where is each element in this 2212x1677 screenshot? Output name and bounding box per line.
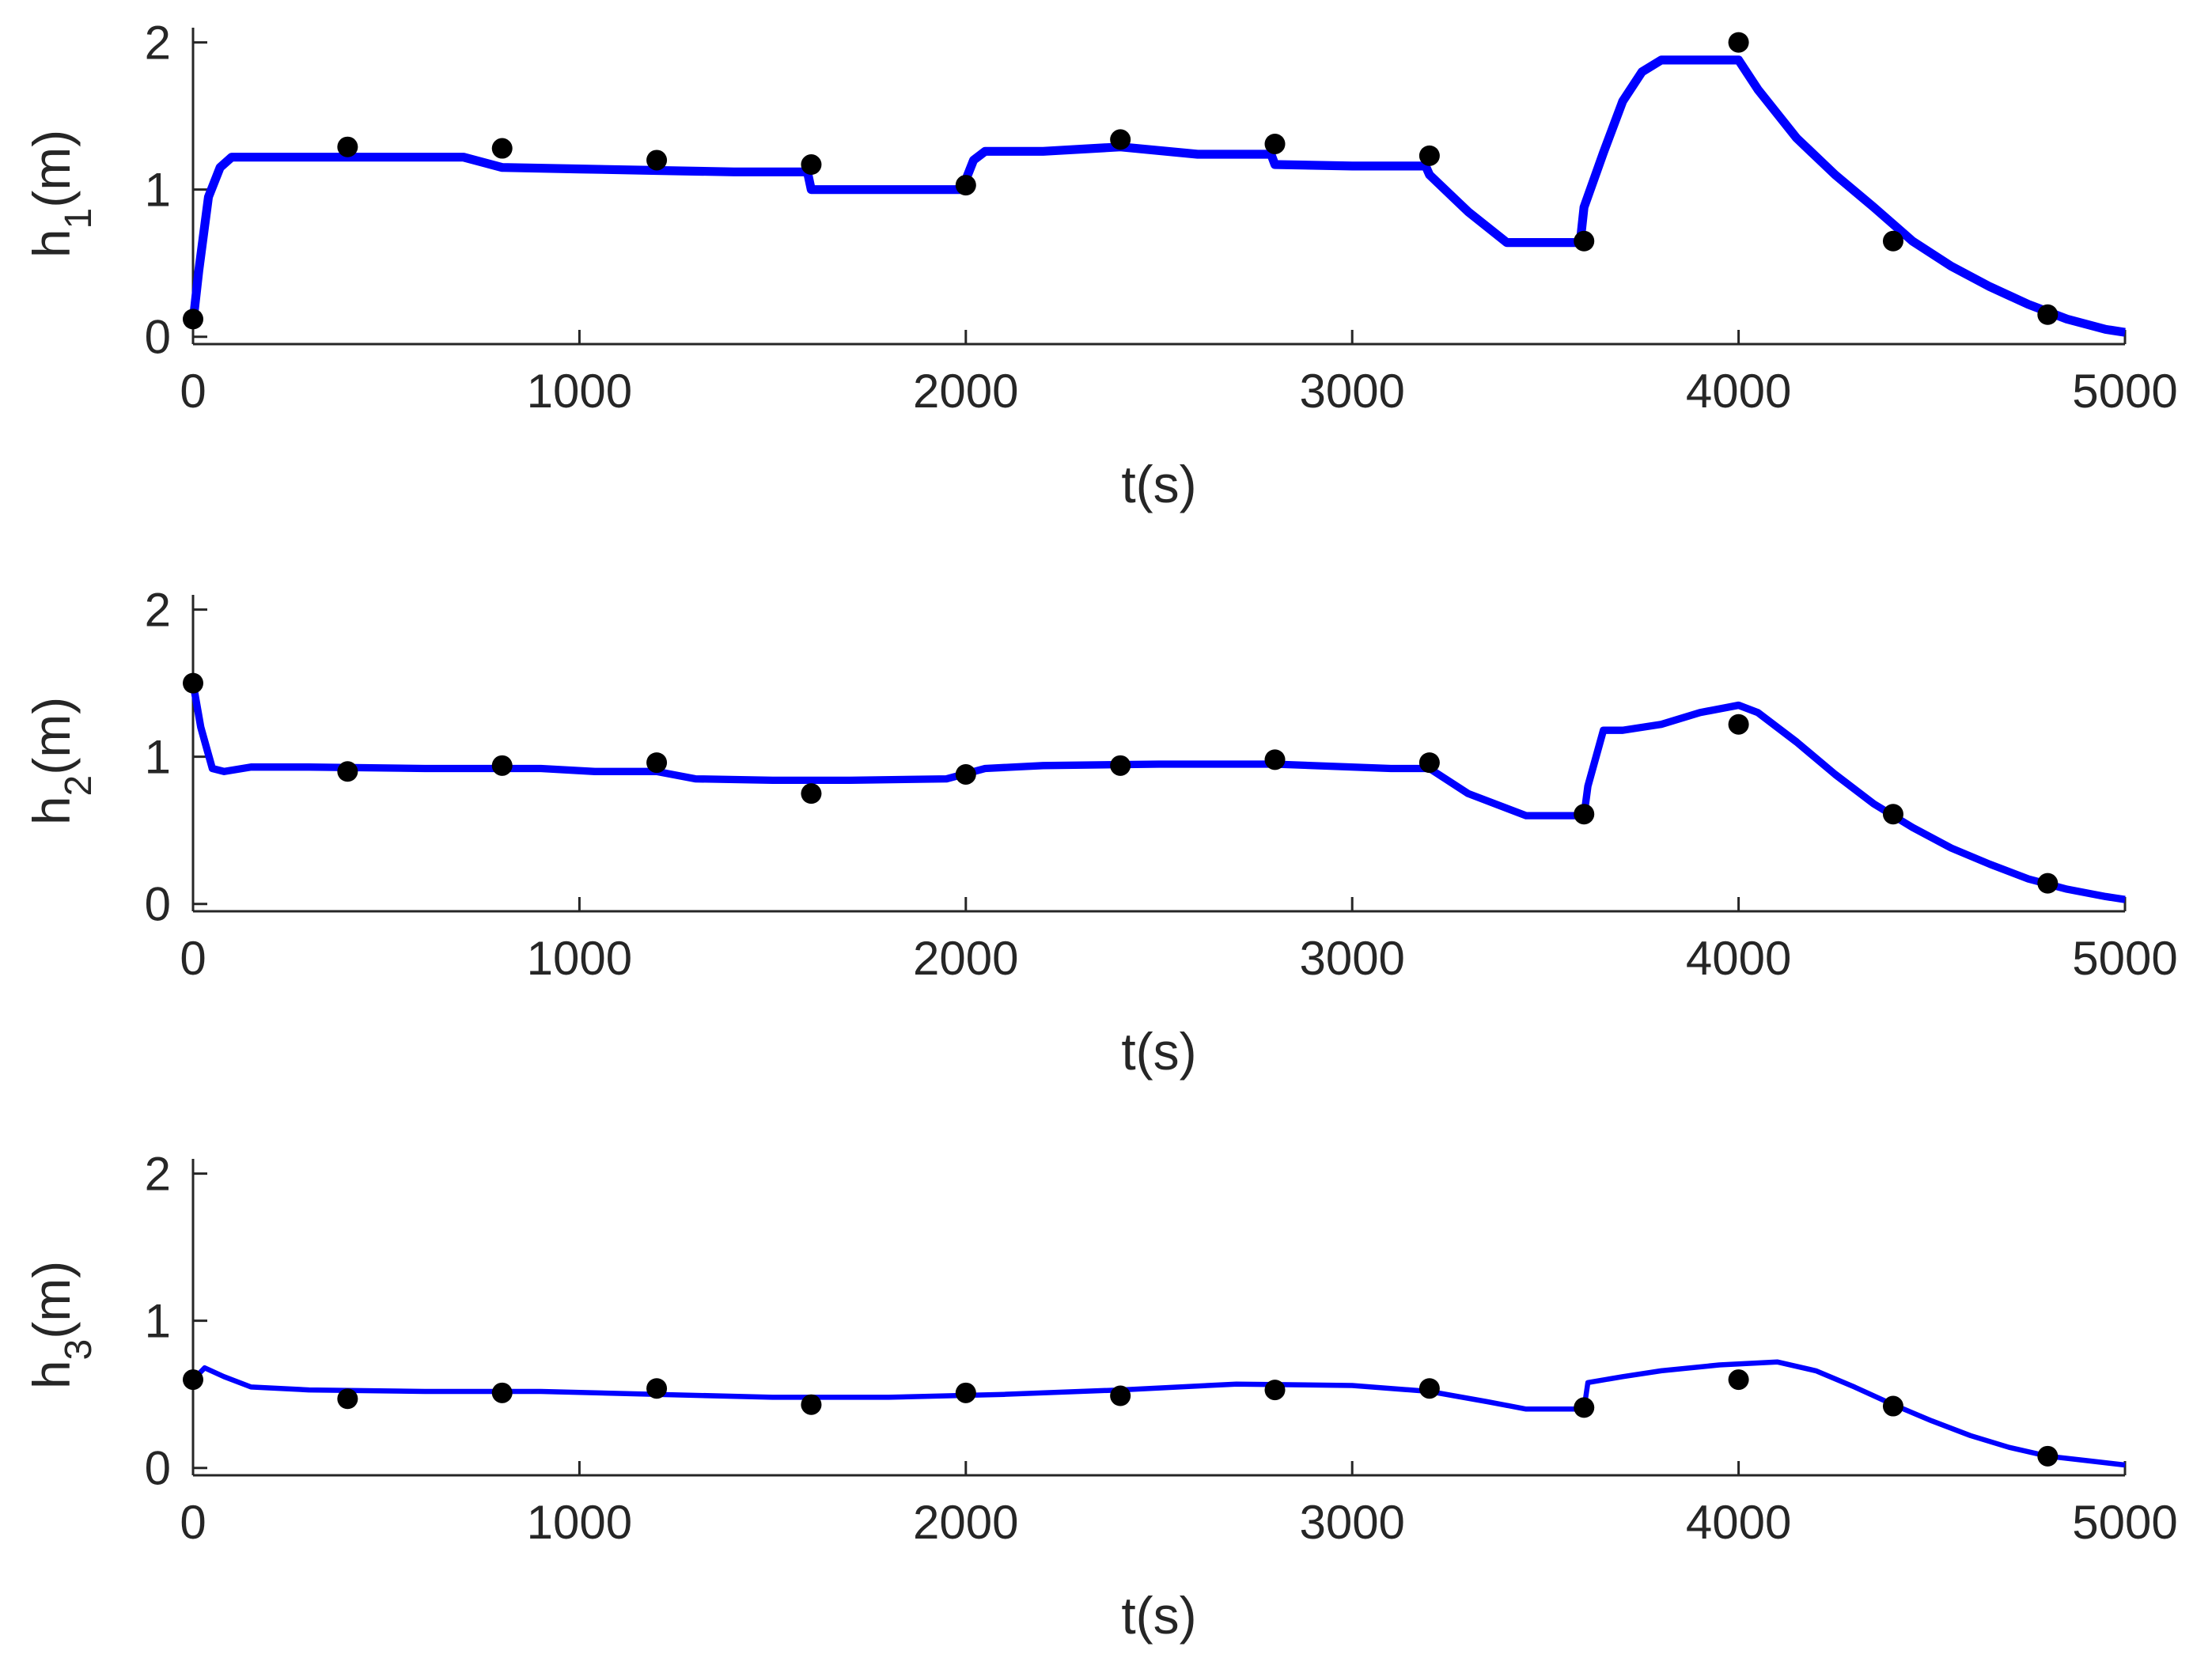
- x-tick-label: 1000: [527, 932, 632, 985]
- x-tick-label: 3000: [1299, 932, 1404, 985]
- series-marker-point: [2037, 304, 2059, 325]
- x-axis-label: t(s): [1121, 1022, 1196, 1081]
- series-marker-point: [1110, 129, 1131, 150]
- series-marker-point: [1728, 32, 1749, 53]
- series-marker-point: [801, 783, 822, 804]
- y-axis-label-unit: (m): [22, 130, 81, 208]
- series-marker-point: [1882, 230, 1903, 252]
- series-marker-point: [1882, 804, 1903, 825]
- series-marker-point: [491, 138, 513, 159]
- series-marker-point: [801, 154, 822, 176]
- x-tick-label: 1000: [527, 365, 632, 418]
- series-marker-point: [491, 755, 513, 776]
- series-marker-point: [491, 1382, 513, 1403]
- x-tick-label: 0: [180, 932, 206, 985]
- y-tick-label: 0: [145, 1442, 171, 1495]
- series-marker-point: [183, 309, 203, 330]
- series-marker-point: [1264, 749, 1286, 770]
- x-tick-label: 1000: [527, 1496, 632, 1549]
- series-line-simulated: [191, 1359, 2126, 1468]
- series-marker-point: [2037, 1445, 2059, 1467]
- series-marker-point: [955, 1382, 976, 1403]
- y-axis-label: h2(m): [22, 697, 100, 825]
- y-tick-label: 1: [145, 1295, 171, 1348]
- y-tick-label: 2: [145, 584, 171, 637]
- chart-panel-3: 0 1000 2000 3000 4000 5000 0 1 2 t(s) h3(m): [22, 1148, 2178, 1645]
- series-marker-point: [955, 175, 976, 196]
- x-axis-label: t(s): [1121, 455, 1196, 513]
- series-marker-point: [1574, 230, 1595, 252]
- series-marker-point: [801, 1394, 822, 1415]
- y-tick-label: 2: [145, 1148, 171, 1201]
- series-marker-point: [1110, 755, 1131, 776]
- x-tick-label: 3000: [1299, 365, 1404, 418]
- x-tick-label: 3000: [1299, 1496, 1404, 1549]
- y-axis-label: h1(m): [22, 130, 100, 258]
- x-tick-label: 4000: [1686, 365, 1791, 418]
- y-axis-label-unit: (m): [22, 1261, 81, 1339]
- y-tick-label: 0: [145, 311, 171, 364]
- y-tick-label: 2: [145, 17, 171, 70]
- series-marker-point: [183, 1369, 203, 1391]
- series-marker-point: [646, 150, 668, 171]
- series-marker-point: [337, 136, 358, 157]
- y-axis-label-base: h: [22, 796, 81, 825]
- x-tick-label: 4000: [1686, 932, 1791, 985]
- y-axis-label-subscript: 2: [58, 775, 100, 797]
- y-tick-label: 0: [145, 878, 171, 931]
- x-axis-label: t(s): [1121, 1586, 1196, 1645]
- series-marker-point: [337, 1388, 358, 1410]
- series-marker-point: [2037, 873, 2059, 894]
- series-marker-point: [646, 1378, 668, 1399]
- series-marker-point: [1264, 133, 1286, 154]
- y-axis-label-base: h: [22, 1360, 81, 1389]
- series-marker-point: [1728, 1369, 1749, 1391]
- x-tick-label: 2000: [913, 932, 1018, 985]
- series-marker-point: [183, 672, 203, 694]
- series-marker-point: [1418, 145, 1440, 166]
- series-marker-point: [337, 761, 358, 782]
- series-marker-point: [1264, 1380, 1286, 1401]
- y-axis-label-subscript: 1: [58, 208, 100, 229]
- series-marker-point: [646, 752, 668, 774]
- y-axis-label: h3(m): [22, 1261, 100, 1389]
- x-tick-label: 2000: [913, 1496, 1018, 1549]
- x-tick-label: 0: [180, 365, 206, 418]
- series-marker-point: [1728, 714, 1749, 735]
- series-marker-point: [1574, 1397, 1595, 1418]
- x-tick-label: 5000: [2072, 1496, 2177, 1549]
- x-tick-label: 5000: [2072, 932, 2177, 985]
- y-axis-label-base: h: [22, 229, 81, 258]
- y-axis-label-unit: (m): [22, 697, 81, 775]
- y-tick-label: 1: [145, 164, 171, 217]
- y-axis-label-subscript: 3: [58, 1339, 100, 1361]
- series-marker-point: [1418, 1378, 1440, 1399]
- series-marker-point: [1110, 1385, 1131, 1406]
- x-tick-label: 0: [180, 1496, 206, 1549]
- x-tick-label: 4000: [1686, 1496, 1791, 1549]
- x-tick-label: 5000: [2072, 365, 2177, 418]
- y-tick-label: 1: [145, 731, 171, 784]
- series-marker-point: [1574, 804, 1595, 825]
- series-marker-point: [1418, 752, 1440, 774]
- series-marker-point: [955, 763, 976, 785]
- series-marker-point: [1882, 1395, 1903, 1417]
- series-line-simulated: [188, 55, 2126, 337]
- x-tick-label: 2000: [913, 365, 1018, 418]
